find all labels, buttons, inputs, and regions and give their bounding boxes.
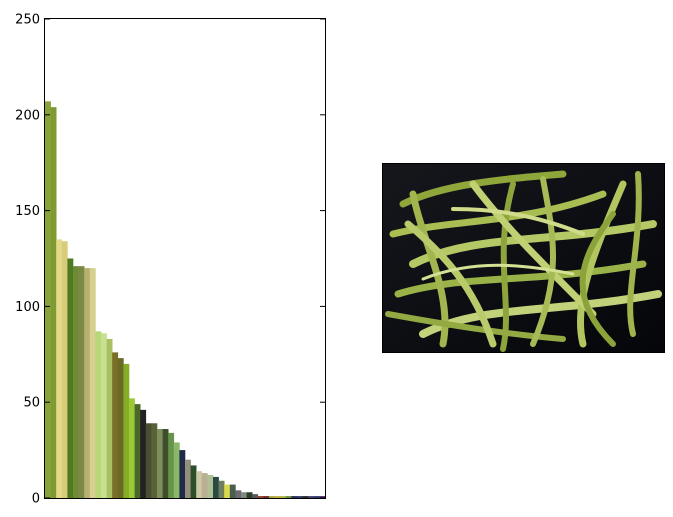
- bar-22: [168, 432, 175, 498]
- bar-18: [145, 423, 152, 498]
- y-tick-label-5: 250: [15, 13, 40, 28]
- bar-8: [89, 268, 96, 498]
- y-tick-label-0: 0: [32, 492, 40, 507]
- bar-17: [140, 409, 147, 498]
- bar-7: [84, 268, 91, 498]
- bar-23: [173, 442, 180, 498]
- bar-26: [190, 465, 197, 498]
- bar-44: [291, 496, 298, 498]
- bar-24: [179, 450, 186, 498]
- bar-27: [196, 471, 203, 498]
- bar-42: [280, 496, 287, 498]
- y-tick-label-4: 200: [15, 108, 40, 123]
- bar-36: [246, 492, 253, 498]
- bar-29: [207, 475, 214, 498]
- bar-4: [67, 258, 74, 498]
- bar-34: [235, 490, 242, 498]
- bar-35: [241, 492, 247, 498]
- bar-32: [224, 484, 231, 498]
- bar-15: [129, 398, 135, 498]
- bar-2: [56, 239, 63, 498]
- bar-13: [117, 358, 124, 498]
- bar-46: [302, 496, 309, 498]
- bar-45: [297, 496, 303, 498]
- bar-10: [101, 333, 107, 498]
- bar-25: [185, 459, 191, 498]
- bar-6: [78, 266, 85, 498]
- bar-group: [45, 101, 326, 498]
- bar-43: [285, 496, 292, 498]
- bar-31: [218, 480, 225, 498]
- y-tick-label-1: 50: [23, 396, 40, 411]
- y-axis-ticks: 0 50 100 150 200 250: [15, 13, 325, 507]
- bar-5: [73, 266, 79, 498]
- bar-47: [308, 496, 315, 498]
- bar-9: [95, 331, 102, 498]
- bar-39: [263, 496, 270, 498]
- bar-20: [157, 429, 163, 498]
- bar-16: [134, 404, 141, 498]
- bar-14: [123, 363, 130, 498]
- plot-frame: [44, 18, 326, 499]
- bar-48: [313, 496, 320, 498]
- bar-33: [229, 484, 236, 498]
- bar-3: [61, 241, 68, 498]
- green-beans-image: [383, 164, 664, 352]
- bar-37: [252, 494, 259, 498]
- y-tick-label-3: 150: [15, 204, 40, 219]
- bar-28: [201, 473, 208, 498]
- bar-11: [106, 338, 113, 498]
- bar-41: [274, 496, 281, 498]
- bar-0: [45, 101, 51, 498]
- bar-49: [319, 496, 326, 498]
- bar-21: [162, 429, 169, 498]
- bar-38: [257, 496, 264, 498]
- bar-40: [269, 496, 275, 498]
- bar-19: [151, 423, 158, 498]
- bar-30: [213, 476, 219, 498]
- y-tick-label-2: 100: [15, 300, 40, 315]
- bar-1: [50, 107, 57, 498]
- green-beans-photo: [382, 163, 665, 353]
- bar-12: [112, 352, 119, 498]
